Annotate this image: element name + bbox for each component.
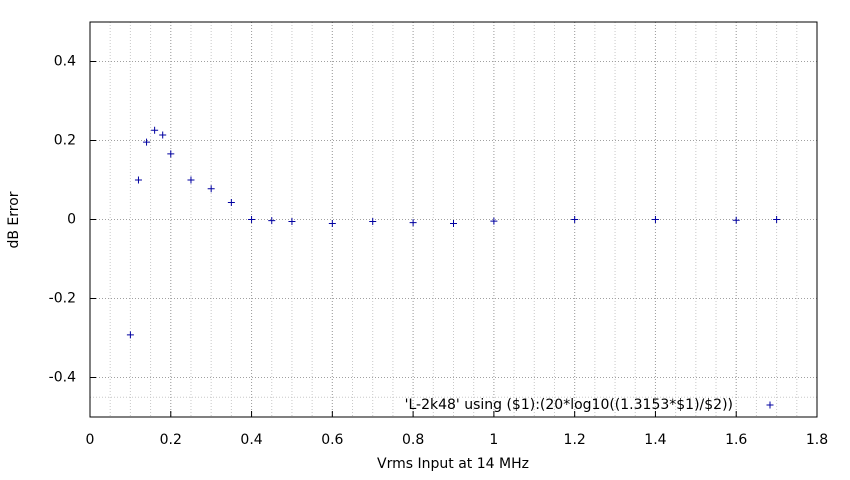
x-tick-label: 1.8 bbox=[806, 432, 828, 448]
point bbox=[159, 131, 167, 139]
x-tick-label: 1.2 bbox=[564, 432, 586, 448]
y-tick-label: 0 bbox=[67, 212, 76, 228]
point bbox=[450, 219, 457, 227]
x-tick-label: 0.4 bbox=[240, 432, 262, 448]
point bbox=[490, 217, 498, 225]
y-tick-label: 0.4 bbox=[54, 54, 76, 70]
point bbox=[571, 216, 579, 223]
plot-frame bbox=[89, 21, 818, 418]
point bbox=[288, 217, 296, 225]
point bbox=[126, 331, 134, 339]
point bbox=[773, 216, 781, 223]
x-tick-label: 1.6 bbox=[725, 432, 747, 448]
x-tick-label: 0 bbox=[86, 432, 95, 448]
point bbox=[134, 176, 142, 184]
point bbox=[651, 216, 659, 223]
x-tick-label: 0.2 bbox=[160, 432, 182, 448]
y-tick-label: 0.2 bbox=[54, 133, 76, 149]
point bbox=[207, 185, 215, 193]
y-axis-label: dB Error bbox=[6, 191, 22, 248]
point bbox=[227, 199, 235, 207]
point bbox=[151, 126, 159, 134]
point bbox=[732, 216, 740, 224]
y-tick-label: -0.4 bbox=[49, 370, 76, 386]
point bbox=[248, 216, 256, 223]
point bbox=[167, 150, 175, 158]
x-tick-label: 1 bbox=[489, 432, 498, 448]
x-tick-label: 1.4 bbox=[644, 432, 666, 448]
legend-marker bbox=[766, 401, 774, 409]
x-tick-label: 0.6 bbox=[321, 432, 343, 448]
point bbox=[409, 219, 417, 227]
x-axis-label: Vrms Input at 14 MHz bbox=[377, 456, 529, 472]
point bbox=[143, 138, 151, 146]
point bbox=[328, 219, 336, 227]
x-tick-label: 0.8 bbox=[402, 432, 424, 448]
point bbox=[268, 217, 276, 225]
point bbox=[369, 217, 377, 225]
legend-label: 'L-2k48' using ($1):(20*log10((1.3153*$1… bbox=[405, 397, 733, 413]
y-tick-label: -0.2 bbox=[49, 291, 76, 307]
point bbox=[187, 176, 195, 184]
